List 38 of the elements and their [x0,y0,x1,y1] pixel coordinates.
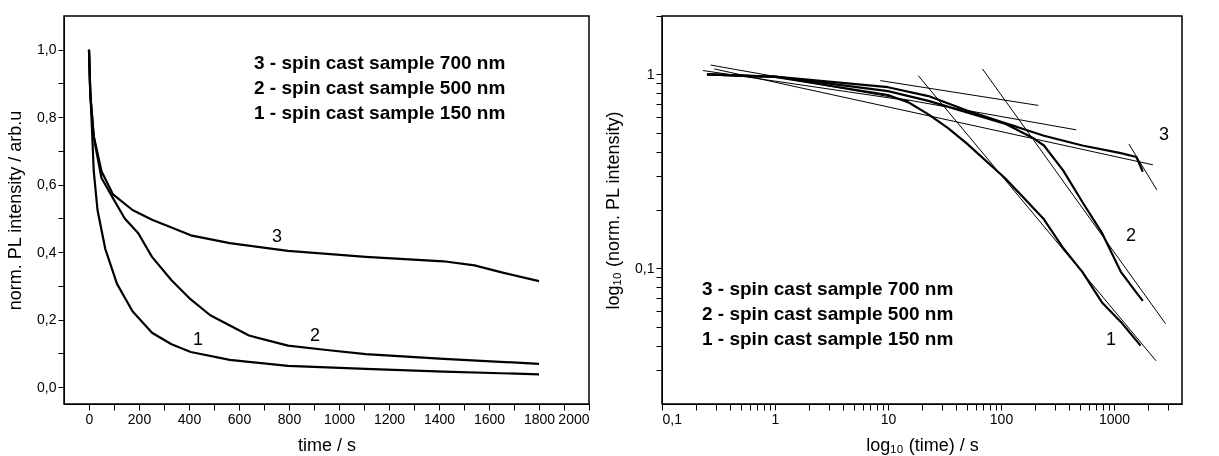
x-tick-label: 800 [277,410,302,427]
annotation: 2 [309,325,321,345]
annotation: 2 - spin cast sample 500 nm [702,303,954,324]
annotation: 1 - spin cast sample 150 nm [702,328,954,349]
x-tick-label: 1600 [473,410,506,427]
y-axis-title: log₁₀ (norm. PL intensity) [603,111,624,310]
x-tick-label: 1 [771,410,780,427]
x-tick-label: 200 [127,410,152,427]
x-tick-label: 400 [177,410,202,427]
annotation: 2 [1125,225,1137,245]
annotation: 3 - spin cast sample 700 nm [702,278,954,299]
x-tick-label: 1400 [423,410,456,427]
y-tick-label: 0,0 [37,378,57,395]
x-tick-label: 0,1 [662,410,683,427]
x-tick-label: 100 [989,410,1014,427]
x-tick-label: 1200 [373,410,406,427]
y-tick-label: 0,8 [37,108,57,125]
annotation: 1 [192,329,204,349]
annotation: 3 [1158,124,1170,144]
y-axis-title: norm. PL intensity / arb.u [5,110,26,311]
x-tick-label: 10 [880,410,897,427]
annotation: 3 [271,226,283,246]
x-axis-title: time / s [297,434,357,455]
x-axis-title: log₁₀ (time) / s [866,434,979,455]
x-tick-label: 0 [85,410,94,427]
y-tick-label: 0,6 [37,176,57,193]
y-tick-label: 0,2 [37,311,57,328]
x-tick-label: 2000 [558,410,590,427]
x-tick-label: 1800 [523,410,556,427]
y-tick-label: 1,0 [37,41,57,58]
annotation: 1 [1105,329,1117,349]
x-tick-label: 1000 [1098,410,1131,427]
x-tick-label: 600 [227,410,252,427]
annotation: 2 - spin cast sample 500 nm [254,77,506,98]
annotation: 1 - spin cast sample 150 nm [254,102,506,123]
y-tick-label: 0,4 [37,243,57,260]
x-tick-label: 1000 [323,410,356,427]
annotation: 3 - spin cast sample 700 nm [254,52,506,73]
